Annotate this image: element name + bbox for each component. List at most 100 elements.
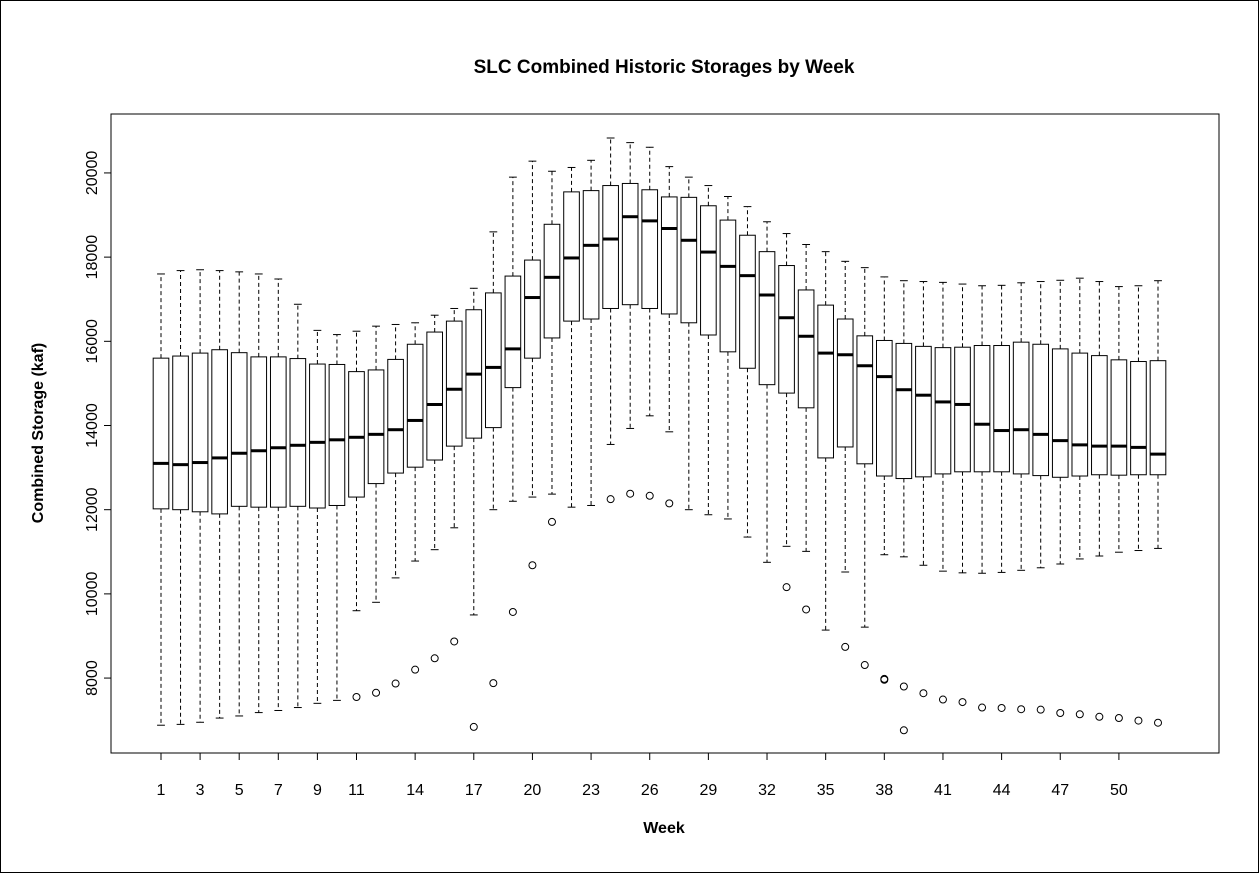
- x-axis-label: Week: [643, 820, 685, 837]
- box: [250, 356, 268, 508]
- x-tick-label: 9: [313, 782, 322, 799]
- outlier: [1114, 714, 1123, 723]
- outlier: [899, 682, 908, 691]
- box: [211, 349, 228, 515]
- box: [1130, 361, 1147, 476]
- outlier: [919, 689, 928, 698]
- box: [934, 347, 952, 475]
- outlier: [1036, 705, 1045, 714]
- outlier: [1075, 710, 1084, 719]
- x-tick-label: 41: [934, 782, 952, 799]
- outlier: [938, 695, 947, 704]
- x-tick-label: 26: [641, 782, 659, 799]
- box: [621, 182, 639, 306]
- outlier: [528, 561, 537, 570]
- x-tick-label: 38: [875, 782, 893, 799]
- box: [230, 352, 248, 507]
- box: [152, 357, 170, 510]
- outlier: [469, 722, 478, 731]
- x-tick-label: 32: [758, 782, 776, 799]
- box: [660, 196, 678, 315]
- box: [641, 189, 659, 309]
- box: [797, 289, 815, 409]
- y-tick-label: 18000: [84, 235, 101, 280]
- x-tick-label: 3: [196, 782, 205, 799]
- box: [1012, 341, 1030, 475]
- box: [289, 358, 307, 507]
- outlier: [880, 675, 889, 684]
- box: [602, 185, 619, 309]
- x-tick-label: 14: [406, 782, 424, 799]
- outlier: [978, 703, 987, 712]
- box: [269, 356, 287, 508]
- outlier: [1134, 716, 1143, 725]
- box: [524, 259, 541, 359]
- outlier: [450, 637, 459, 646]
- box: [1110, 359, 1128, 476]
- y-tick-label: 12000: [84, 487, 101, 532]
- outlier: [430, 654, 439, 663]
- box: [954, 346, 971, 473]
- x-tick-label: 11: [348, 782, 365, 799]
- box: [191, 352, 209, 513]
- x-tick-label: 29: [699, 782, 717, 799]
- outlier: [899, 726, 908, 735]
- y-tick-label: 8000: [84, 660, 101, 696]
- outlier: [1154, 718, 1162, 727]
- x-tick-label: 7: [274, 782, 283, 799]
- box: [172, 355, 189, 511]
- outlier: [997, 703, 1006, 712]
- outlier: [958, 698, 967, 707]
- outlier: [1095, 712, 1104, 721]
- box: [387, 358, 404, 474]
- box: [485, 292, 502, 429]
- box: [348, 371, 365, 498]
- box: [973, 345, 991, 473]
- box: [993, 345, 1010, 473]
- outlier: [1056, 709, 1065, 718]
- outlier: [489, 679, 498, 688]
- box: [1091, 355, 1108, 476]
- chart-title: SLC Combined Historic Storages by Week: [474, 57, 855, 78]
- y-tick-label: 14000: [84, 403, 101, 448]
- box: [895, 342, 913, 480]
- box: [758, 251, 776, 386]
- x-tick-label: 5: [235, 782, 244, 799]
- outlier: [645, 491, 654, 500]
- outlier: [352, 693, 361, 702]
- x-tick-label: 50: [1110, 782, 1128, 799]
- outlier: [802, 605, 811, 614]
- box: [680, 196, 698, 324]
- box: [328, 363, 346, 506]
- x-tick-label: 20: [524, 782, 542, 799]
- box: [406, 343, 424, 468]
- y-tick-label: 10000: [84, 572, 101, 617]
- outlier: [391, 679, 400, 688]
- x-tick-label: 35: [817, 782, 835, 799]
- box: [543, 223, 561, 339]
- y-axis-label: Combined Storage (kaf): [30, 343, 47, 523]
- outlier: [782, 583, 791, 592]
- y-tick-label: 20000: [84, 151, 101, 196]
- box: [817, 304, 834, 459]
- box: [778, 265, 795, 394]
- box: [1032, 343, 1050, 477]
- plot-frame: [110, 113, 1220, 754]
- box: [915, 345, 932, 478]
- box: [739, 234, 756, 369]
- box: [836, 318, 854, 448]
- outlier: [508, 607, 517, 616]
- outlier: [372, 688, 381, 697]
- box: [1051, 348, 1069, 478]
- outlier: [606, 495, 615, 504]
- box: [426, 331, 444, 461]
- x-tick-label: 1: [157, 782, 166, 799]
- box: [367, 369, 385, 485]
- outlier: [860, 661, 869, 670]
- y-tick-label: 16000: [84, 319, 101, 364]
- outlier: [665, 499, 674, 508]
- box: [582, 190, 600, 320]
- box: [1149, 360, 1167, 476]
- box: [445, 320, 463, 447]
